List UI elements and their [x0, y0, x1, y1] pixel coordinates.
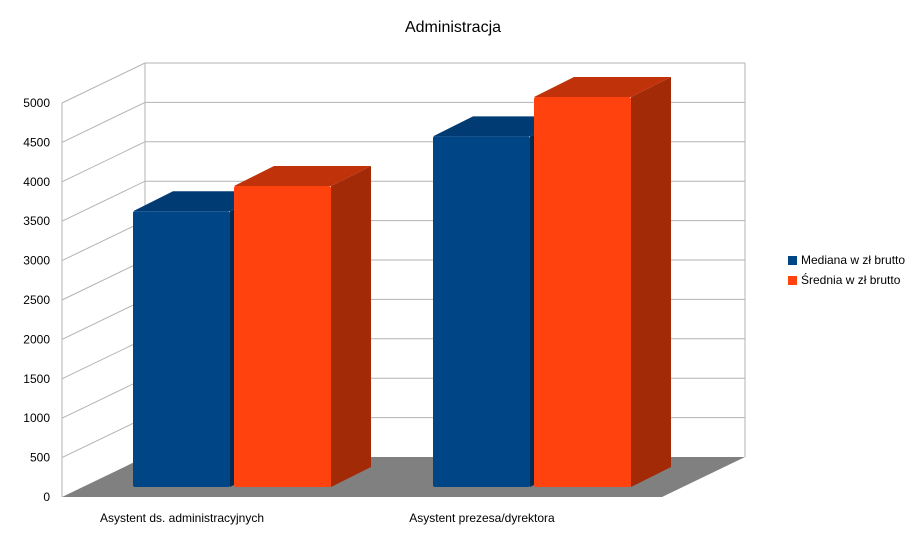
legend: Mediana w zł brutto Średnia w zł brutto [788, 253, 905, 287]
gridline-side [61, 259, 146, 301]
gridline-side [61, 417, 146, 459]
legend-swatch [788, 276, 797, 285]
gridline-side [61, 101, 146, 143]
gridline-side [61, 141, 146, 183]
y-tick-label: 4000 [23, 175, 50, 189]
y-tick-label: 3500 [23, 214, 50, 228]
y-tick-label: 500 [30, 451, 50, 465]
bar-front-face [433, 136, 530, 487]
y-tick-label: 5000 [23, 96, 50, 110]
bar-top-face [234, 165, 371, 186]
bar-1-1 [534, 76, 671, 487]
bar-0-1 [234, 165, 371, 487]
gridline-side [61, 62, 146, 104]
bar-top-face [534, 76, 671, 97]
gridline-side [61, 298, 146, 340]
y-axis: 0 500 1000 1500 2000 2500 3000 3500 4000 4500 5000 [23, 96, 63, 504]
gridline-side [61, 180, 146, 222]
gridline-side [61, 220, 146, 262]
x-category-label: Asystent prezesa/dyrektora [409, 511, 555, 525]
gridline-side [61, 338, 146, 380]
bar-side-face [631, 76, 671, 487]
y-tick-label: 1000 [23, 411, 50, 425]
x-category-label: Asystent ds. administracyjnych [100, 511, 264, 525]
y-tick-label: 0 [43, 490, 50, 504]
legend-swatch [788, 256, 797, 265]
y-tick-label: 2500 [23, 293, 50, 307]
chart-title: Administracja [405, 19, 501, 36]
x-axis: Asystent ds. administracyjnych Asystent p… [100, 511, 555, 525]
y-tick-label: 4500 [23, 135, 50, 149]
bar-front-face [534, 96, 631, 487]
legend-label: Mediana w zł brutto [801, 253, 905, 267]
y-tick-label: 3000 [23, 254, 50, 268]
y-tick-label: 1500 [23, 372, 50, 386]
legend-label: Średnia w zł brutto [801, 272, 901, 287]
bars [133, 76, 671, 487]
bar-side-face [331, 165, 371, 487]
gridline-side [61, 377, 146, 419]
bar-front-face [133, 211, 230, 487]
y-tick-label: 2000 [23, 332, 50, 346]
bar-front-face [234, 185, 331, 487]
